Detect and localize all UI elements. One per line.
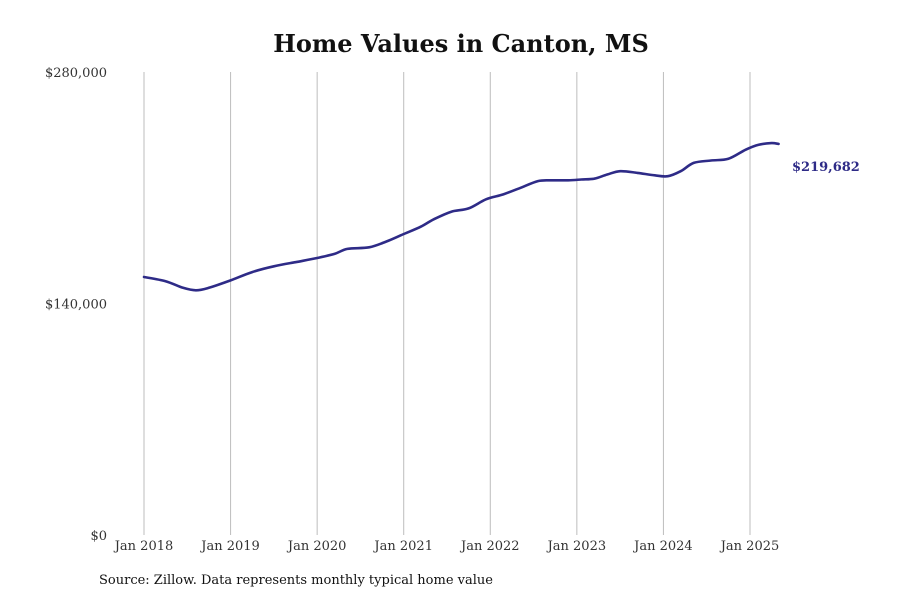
source-note: Source: Zillow. Data represents monthly … — [99, 573, 493, 588]
gridlines — [143, 72, 751, 535]
x-tick-label: Jan 2024 — [632, 539, 693, 554]
x-tick-label: Jan 2018 — [113, 539, 174, 554]
x-tick-label: Jan 2019 — [199, 539, 260, 554]
series-line — [142, 141, 780, 292]
y-tick-label: $140,000 — [45, 298, 107, 313]
chart-title: Home Values in Canton, MS — [273, 29, 649, 58]
x-tick-label: Jan 2025 — [719, 539, 780, 554]
y-axis: $0 $140,000 $280,000 — [45, 66, 107, 544]
x-tick-label: Jan 2023 — [546, 539, 607, 554]
y-tick-label: $0 — [90, 529, 107, 544]
x-tick-label: Jan 2021 — [372, 539, 433, 554]
y-tick-label: $280,000 — [45, 66, 107, 81]
x-tick-label: Jan 2020 — [286, 539, 347, 554]
end-value-label: $219,682 — [792, 160, 860, 175]
x-axis: Jan 2018 Jan 2019 Jan 2020 Jan 2021 Jan 2022… — [113, 539, 780, 554]
x-tick-label: Jan 2022 — [459, 539, 520, 554]
